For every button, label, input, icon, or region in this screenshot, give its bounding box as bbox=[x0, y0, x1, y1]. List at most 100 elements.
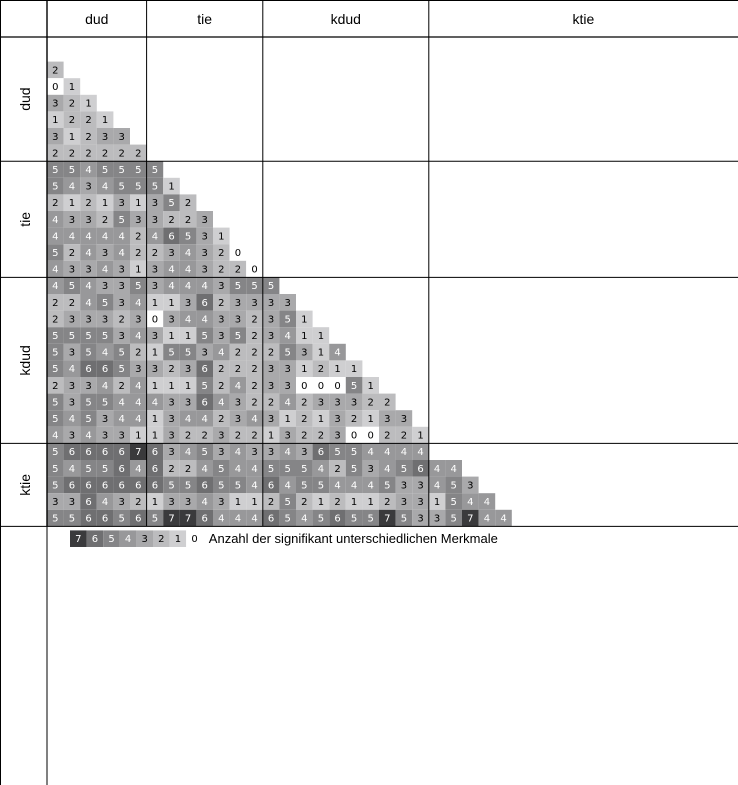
matrix-cell-label: 6 bbox=[119, 447, 125, 458]
matrix-cell bbox=[179, 194, 197, 211]
matrix-cell-label: 2 bbox=[119, 314, 125, 325]
matrix-cell-label: 3 bbox=[285, 381, 291, 392]
matrix-cell bbox=[196, 460, 213, 477]
matrix-cell-label: 3 bbox=[318, 397, 324, 408]
matrix-cell-label: 5 bbox=[368, 514, 374, 525]
matrix-cell bbox=[80, 128, 97, 145]
matrix-cell bbox=[96, 161, 114, 178]
matrix-cell bbox=[279, 410, 296, 427]
matrix-cell bbox=[246, 343, 263, 361]
matrix-cell-label: 5 bbox=[235, 281, 241, 292]
matrix-cell bbox=[362, 426, 379, 444]
matrix-cell bbox=[130, 460, 147, 477]
matrix-cell-label: 4 bbox=[384, 447, 390, 458]
matrix-cell bbox=[345, 377, 363, 394]
matrix-cell bbox=[47, 61, 64, 79]
matrix-cell-label: 5 bbox=[185, 480, 191, 491]
matrix-cell bbox=[47, 294, 64, 311]
matrix-cell-label: 5 bbox=[168, 480, 174, 491]
matrix-cell bbox=[130, 410, 147, 427]
matrix-cell-label: 5 bbox=[52, 364, 58, 375]
matrix-cell bbox=[179, 343, 197, 361]
matrix-cell-label: 4 bbox=[152, 231, 158, 242]
matrix-cell bbox=[113, 310, 130, 328]
matrix-cell-label: 4 bbox=[102, 348, 108, 359]
matrix-cell bbox=[196, 426, 213, 444]
matrix-cell bbox=[296, 509, 313, 527]
legend-swatch bbox=[186, 530, 203, 547]
matrix-cell-label: 6 bbox=[168, 231, 174, 242]
matrix-cell-label: 2 bbox=[69, 248, 75, 259]
matrix-cell bbox=[113, 460, 130, 477]
matrix-cell bbox=[96, 443, 114, 460]
matrix-cell bbox=[113, 161, 130, 178]
matrix-cell bbox=[63, 310, 81, 328]
matrix-cell-label: 3 bbox=[285, 431, 291, 442]
matrix-cell bbox=[428, 509, 446, 527]
matrix-cell bbox=[279, 476, 296, 494]
matrix-cell-label: 0 bbox=[301, 381, 307, 392]
matrix-cell-label: 5 bbox=[318, 514, 324, 525]
matrix-cell-label: 2 bbox=[218, 248, 224, 259]
matrix-cell-label: 1 bbox=[135, 265, 141, 276]
matrix-cell bbox=[246, 443, 263, 460]
matrix-cell-label: 4 bbox=[285, 331, 291, 342]
matrix-cell bbox=[229, 343, 247, 361]
matrix-cell-label: 4 bbox=[102, 497, 108, 508]
matrix-cell bbox=[47, 343, 64, 361]
matrix-cell-label: 4 bbox=[235, 381, 241, 392]
matrix-cell-label: 3 bbox=[119, 265, 125, 276]
matrix-cell bbox=[80, 194, 97, 211]
matrix-cell-label: 6 bbox=[334, 514, 340, 525]
matrix-cell bbox=[395, 410, 413, 427]
matrix-cell bbox=[80, 260, 97, 278]
matrix-cell bbox=[229, 509, 247, 527]
matrix-cell-label: 5 bbox=[285, 348, 291, 359]
matrix-cell-label: 5 bbox=[285, 497, 291, 508]
matrix-cell bbox=[163, 509, 180, 527]
matrix-cell bbox=[47, 327, 64, 344]
matrix-cell bbox=[196, 476, 213, 494]
matrix-cell-label: 1 bbox=[52, 115, 58, 126]
matrix-cell-label: 4 bbox=[135, 331, 141, 342]
matrix-cell bbox=[63, 377, 81, 394]
matrix-cell bbox=[146, 493, 164, 510]
matrix-cell-label: 4 bbox=[52, 215, 58, 226]
column-header-kdud: kdud bbox=[331, 11, 361, 27]
matrix-cell-label: 4 bbox=[85, 248, 91, 259]
matrix-cell bbox=[47, 377, 64, 394]
matrix-cell bbox=[47, 443, 64, 460]
matrix-cell-label: 3 bbox=[268, 414, 274, 425]
matrix-cell bbox=[47, 161, 64, 178]
matrix-cell bbox=[130, 310, 147, 328]
matrix-cell-label: 5 bbox=[52, 348, 58, 359]
matrix-cell bbox=[495, 509, 512, 527]
matrix-cell-label: 1 bbox=[318, 414, 324, 425]
matrix-cell-label: 3 bbox=[102, 431, 108, 442]
matrix-cell-label: 3 bbox=[202, 215, 208, 226]
matrix-cell-label: 5 bbox=[218, 480, 224, 491]
matrix-cell bbox=[329, 476, 346, 494]
legend-swatch bbox=[169, 530, 187, 547]
matrix-cell-label: 4 bbox=[119, 397, 125, 408]
matrix-cell bbox=[362, 493, 379, 510]
matrix-cell bbox=[146, 177, 164, 195]
matrix-cell-label: 4 bbox=[85, 298, 91, 309]
matrix-cell bbox=[196, 294, 213, 311]
matrix-cell-label: 5 bbox=[351, 514, 357, 525]
matrix-cell-label: 2 bbox=[102, 148, 108, 159]
matrix-cell-label: 7 bbox=[185, 514, 191, 525]
matrix-cell-label: 2 bbox=[301, 414, 307, 425]
matrix-cell-label: 5 bbox=[351, 464, 357, 475]
column-header-tie: tie bbox=[197, 11, 212, 27]
matrix-cell bbox=[163, 277, 180, 294]
matrix-cell bbox=[80, 410, 97, 427]
matrix-cell-label: 1 bbox=[152, 381, 158, 392]
matrix-cell bbox=[179, 377, 197, 394]
matrix-cell-label: 5 bbox=[85, 348, 91, 359]
matrix-cell bbox=[262, 443, 280, 460]
matrix-cell bbox=[130, 343, 147, 361]
matrix-cell-label: 6 bbox=[268, 480, 274, 491]
matrix-cell bbox=[130, 277, 147, 294]
matrix-cell bbox=[445, 476, 462, 494]
